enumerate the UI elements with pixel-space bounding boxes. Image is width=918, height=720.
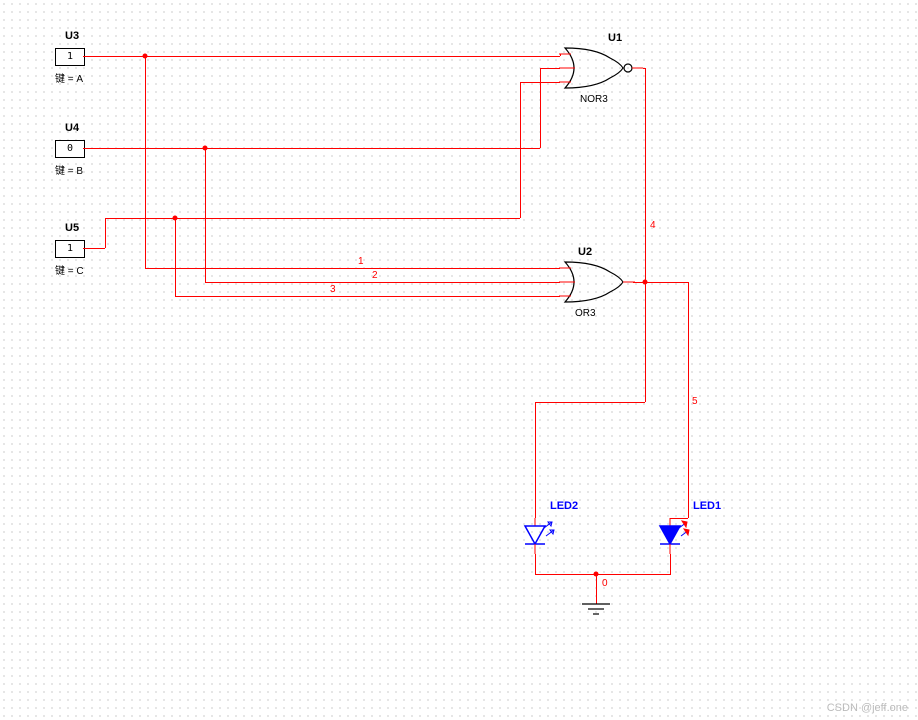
wire [145, 56, 146, 268]
u4-switch[interactable]: 0 [55, 140, 85, 158]
u4-ref: U4 [65, 122, 79, 134]
schematic-canvas: U3 1 键 = A U4 0 键 = B U5 1 键 = C U1 NOR3… [0, 0, 918, 720]
wire [540, 68, 560, 69]
wire [83, 248, 105, 249]
wire [175, 218, 176, 296]
wire [535, 402, 536, 518]
u2-ref: U2 [578, 246, 592, 258]
u5-key: 键 = C [55, 262, 84, 277]
wire [520, 82, 521, 218]
u2-gate [565, 262, 645, 306]
net-5: 5 [692, 396, 698, 407]
wire [105, 218, 106, 248]
u4-key: 键 = B [55, 162, 83, 177]
wire [645, 68, 646, 282]
led2-ref: LED2 [550, 500, 578, 512]
u3-key: 键 = A [55, 70, 83, 85]
u3-switch[interactable]: 1 [55, 48, 85, 66]
wire [688, 282, 689, 518]
u1-type: NOR3 [580, 94, 608, 105]
wire [175, 296, 560, 297]
wire [596, 574, 597, 604]
wire [145, 268, 560, 269]
wire [645, 282, 646, 402]
wire [670, 554, 671, 574]
u3-ref: U3 [65, 30, 79, 42]
net-4: 4 [650, 220, 656, 231]
led1-ref: LED1 [693, 500, 721, 512]
wire [83, 148, 540, 149]
wire [535, 574, 671, 575]
u1-gate [565, 48, 645, 92]
wire [205, 148, 206, 282]
wire [633, 282, 688, 283]
ground-symbol [582, 604, 612, 624]
wire [105, 218, 520, 219]
net-3: 3 [330, 284, 336, 295]
net-0: 0 [602, 578, 608, 589]
net-2: 2 [372, 270, 378, 281]
u2-type: OR3 [575, 308, 596, 319]
wire [205, 282, 560, 283]
watermark: CSDN @jeff.one [827, 702, 908, 714]
wire [520, 82, 560, 83]
wire [540, 68, 541, 148]
wire [535, 554, 536, 574]
wire [535, 402, 645, 403]
u5-ref: U5 [65, 222, 79, 234]
u5-switch[interactable]: 1 [55, 240, 85, 258]
wire [560, 54, 561, 56]
u1-ref: U1 [608, 32, 622, 44]
net-1: 1 [358, 256, 364, 267]
wire [83, 56, 560, 57]
